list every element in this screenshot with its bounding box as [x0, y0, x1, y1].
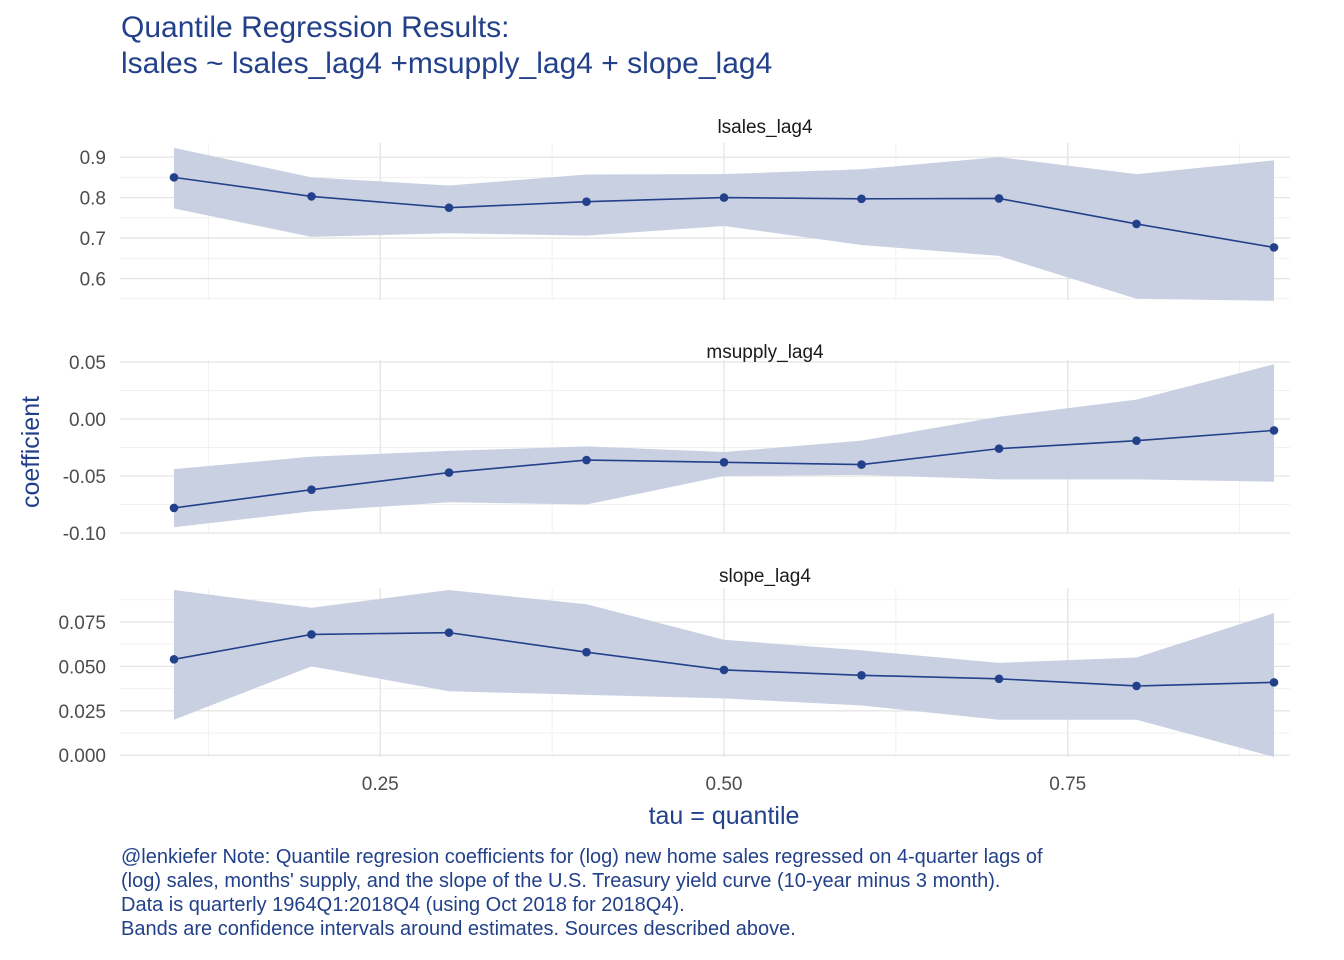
data-point-slope-lag4: [582, 647, 591, 657]
y-tick-label-msupply-lag4: -0.05: [63, 467, 106, 488]
data-point-lsales-lag4: [719, 193, 729, 202]
data-point-msupply-lag4: [582, 455, 591, 465]
data-point-lsales-lag4: [1269, 243, 1279, 252]
data-point-slope-lag4: [1269, 678, 1279, 687]
data-point-lsales-lag4: [857, 194, 866, 204]
y-tick-label-lsales-lag4: 0.9: [80, 148, 106, 169]
y-tick-label-lsales-lag4: 0.8: [80, 189, 106, 210]
data-point-slope-lag4: [169, 654, 179, 664]
data-point-slope-lag4: [307, 630, 316, 639]
y-tick-label-slope-lag4: 0.075: [58, 613, 106, 634]
chart-title: Quantile Regression Results: lsales ~ ls…: [121, 10, 772, 82]
data-point-msupply-lag4: [1269, 426, 1279, 435]
data-point-slope-lag4: [857, 670, 866, 680]
data-point-lsales-lag4: [444, 203, 454, 213]
data-point-msupply-lag4: [169, 503, 179, 513]
x-tick-label: 0.50: [706, 774, 743, 795]
data-point-msupply-lag4: [307, 485, 316, 494]
y-axis-title: coefficient: [17, 396, 45, 508]
data-point-slope-lag4: [1132, 681, 1141, 691]
y-tick-label-slope-lag4: 0.000: [58, 746, 106, 767]
x-tick-label: 0.25: [362, 774, 399, 795]
y-tick-label-msupply-lag4: 0.00: [69, 410, 106, 431]
data-point-slope-lag4: [444, 628, 454, 637]
data-point-lsales-lag4: [582, 197, 591, 206]
data-point-lsales-lag4: [307, 192, 316, 201]
caption-line-4: Bands are confidence intervals around es…: [121, 918, 796, 940]
facet-label-msupply-lag4: msupply_lag4: [706, 342, 824, 363]
y-tick-label-msupply-lag4: 0.05: [69, 353, 106, 374]
data-point-msupply-lag4: [994, 444, 1004, 453]
y-tick-label-lsales-lag4: 0.6: [80, 270, 106, 291]
data-point-msupply-lag4: [444, 468, 454, 477]
data-point-msupply-lag4: [719, 458, 729, 467]
data-point-msupply-lag4: [1132, 436, 1141, 445]
data-point-slope-lag4: [719, 665, 729, 675]
data-point-msupply-lag4: [857, 460, 866, 469]
caption-line-1: @lenkiefer Note: Quantile regresion coef…: [121, 846, 1043, 868]
chart-title-line-1: Quantile Regression Results:: [121, 11, 510, 44]
y-tick-label-slope-lag4: 0.025: [58, 702, 106, 723]
data-point-lsales-lag4: [169, 173, 179, 182]
facet-label-slope-lag4: slope_lag4: [719, 566, 811, 587]
y-tick-label-msupply-lag4: -0.10: [63, 524, 106, 545]
confidence-band-msupply-lag4: [174, 364, 1274, 528]
data-point-slope-lag4: [994, 674, 1004, 684]
caption-line-2: (log) sales, months' supply, and the slo…: [121, 870, 1001, 892]
chart-caption: @lenkiefer Note: Quantile regresion coef…: [121, 845, 1043, 941]
facet-label-lsales-lag4: lsales_lag4: [717, 117, 812, 138]
data-point-lsales-lag4: [1132, 219, 1141, 229]
x-axis-title: tau = quantile: [649, 802, 800, 830]
y-tick-label-slope-lag4: 0.050: [58, 657, 106, 678]
confidence-band-lsales-lag4: [174, 147, 1274, 301]
caption-line-3: Data is quarterly 1964Q1:2018Q4 (using O…: [121, 894, 685, 916]
chart-title-line-2: lsales ~ lsales_lag4 +msupply_lag4 + slo…: [121, 47, 773, 80]
x-tick-label: 0.75: [1049, 774, 1086, 795]
data-point-lsales-lag4: [994, 194, 1004, 203]
y-tick-label-lsales-lag4: 0.7: [80, 229, 106, 250]
